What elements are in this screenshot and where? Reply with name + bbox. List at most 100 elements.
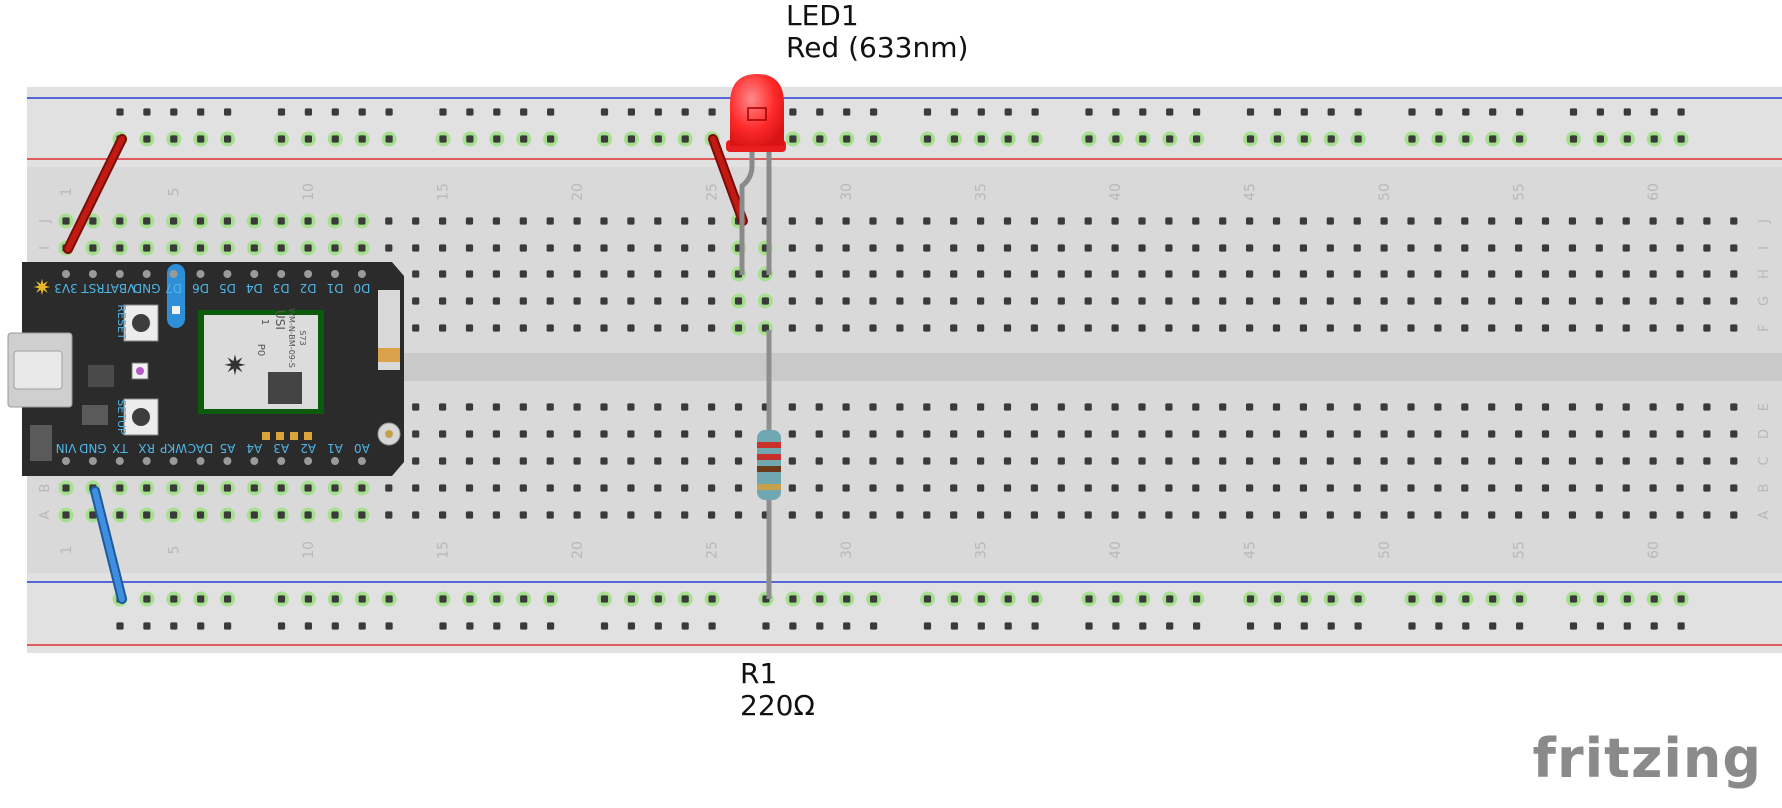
photon-pin	[88, 457, 97, 465]
terminal-hole	[1380, 297, 1388, 305]
rail-hole	[1623, 135, 1631, 143]
photon-pin-label: DAC	[188, 441, 213, 455]
photon-pin-label: TX	[112, 441, 129, 455]
terminal-hole	[1730, 324, 1738, 332]
terminal-hole	[1299, 457, 1307, 465]
terminal-hole	[977, 457, 985, 465]
rail-hole	[1516, 595, 1524, 603]
terminal-hole	[1003, 217, 1012, 225]
terminal-hole	[1353, 270, 1361, 278]
rail-hole	[627, 595, 635, 603]
terminal-hole	[1003, 244, 1012, 252]
terminal-hole	[1434, 457, 1442, 465]
rail-hole	[816, 622, 824, 630]
photon-pin	[62, 270, 70, 278]
rail-hole	[1408, 595, 1416, 603]
terminal-hole	[1084, 270, 1092, 278]
terminal-hole	[1380, 270, 1388, 278]
terminal-hole	[1568, 270, 1576, 278]
terminal-hole	[1192, 457, 1200, 465]
rail-hole	[466, 595, 474, 603]
terminal-hole	[788, 270, 796, 278]
rail-hole	[547, 135, 555, 143]
terminal-hole	[1407, 244, 1415, 252]
module-text: P0	[255, 344, 266, 356]
terminal-hole	[1299, 511, 1307, 519]
terminal-hole	[1326, 484, 1334, 492]
photon-pin-label: A4	[246, 441, 262, 455]
photon-pin	[331, 457, 339, 465]
resistor-ref-label: R1	[740, 657, 778, 690]
terminal-hole	[1030, 217, 1038, 225]
terminal-hole	[1676, 403, 1684, 411]
terminal-hole	[492, 511, 500, 519]
column-number: 25	[705, 183, 721, 201]
photon-pin-label: D7	[165, 281, 182, 295]
terminal-hole	[1676, 430, 1684, 438]
wires	[63, 134, 748, 604]
column-number: 60	[1646, 541, 1662, 559]
terminal-hole	[1111, 484, 1119, 492]
row-letter: B	[38, 484, 53, 493]
d7-led-indicator	[167, 264, 185, 328]
terminal-hole	[546, 297, 554, 305]
rail-hole	[1139, 595, 1147, 603]
terminal-hole	[412, 430, 420, 438]
terminal-hole	[465, 244, 474, 252]
terminal-hole	[1730, 457, 1738, 465]
row-letter: E	[1757, 403, 1772, 411]
terminal-hole	[465, 297, 474, 305]
terminal-hole	[1030, 484, 1038, 492]
rail-hole	[843, 108, 851, 116]
rail-hole	[870, 622, 878, 630]
rail-hole	[843, 595, 851, 603]
terminal-hole	[1461, 297, 1469, 305]
terminal-hole	[573, 484, 581, 492]
terminal-hole	[1299, 484, 1307, 492]
photon-pin-label: RST	[81, 281, 105, 295]
terminal-hole	[1407, 484, 1415, 492]
photon-pin-label: D4	[246, 281, 263, 295]
rail-hole	[224, 108, 232, 116]
terminal-hole	[600, 297, 608, 305]
column-number: 1	[59, 188, 75, 197]
terminal-hole	[1407, 511, 1415, 519]
rail-hole	[439, 622, 447, 630]
photon-pin-label: D5	[219, 281, 236, 295]
terminal-hole	[788, 297, 796, 305]
terminal-hole	[1219, 297, 1227, 305]
terminal-hole	[1407, 270, 1415, 278]
rail-hole	[1246, 108, 1255, 116]
terminal-hole	[1595, 217, 1603, 225]
terminal-hole	[1272, 484, 1281, 492]
rail-hole	[547, 622, 555, 630]
rail-hole	[789, 108, 797, 116]
terminal-hole	[869, 244, 877, 252]
rail-hole	[654, 622, 662, 630]
terminal-hole	[546, 511, 554, 519]
terminal-hole	[1730, 511, 1738, 519]
terminal-hole	[385, 484, 393, 492]
terminal-hole	[977, 324, 985, 332]
terminal-hole	[1488, 403, 1496, 411]
terminal-hole	[465, 457, 474, 465]
terminal-hole	[1030, 270, 1038, 278]
rail-hole	[762, 622, 770, 630]
rail-hole	[1354, 622, 1362, 630]
rail-hole	[977, 622, 985, 630]
column-number: 55	[1512, 183, 1528, 201]
rail-hole	[1327, 595, 1335, 603]
rail-hole	[870, 108, 878, 116]
terminal-hole	[1111, 270, 1119, 278]
column-number: 20	[570, 183, 586, 201]
rail-hole	[1354, 595, 1362, 603]
terminal-hole	[1138, 511, 1146, 519]
terminal-hole	[1138, 403, 1146, 411]
rail-hole	[789, 622, 797, 630]
column-number: 1	[59, 546, 75, 555]
photon-pin	[304, 457, 313, 465]
terminal-hole	[654, 430, 662, 438]
terminal-hole	[1649, 270, 1657, 278]
